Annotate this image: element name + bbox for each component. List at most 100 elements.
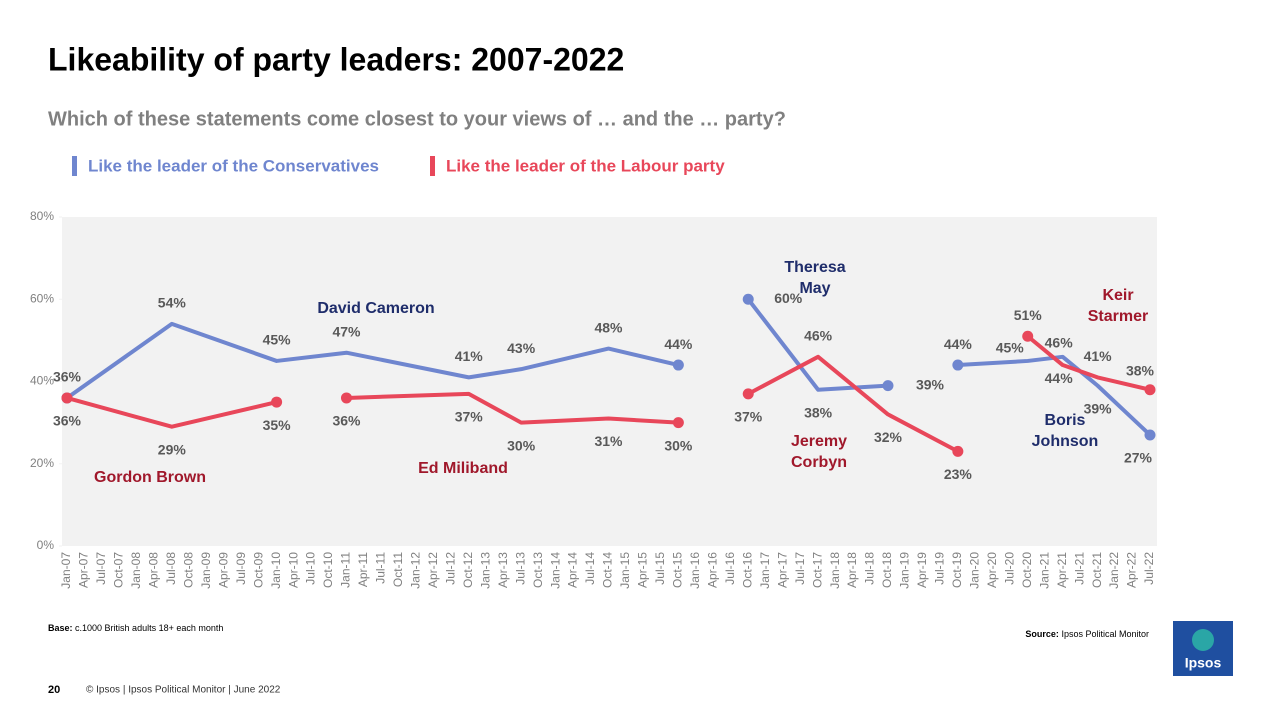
x-tick-label: Jan-22 <box>1107 552 1121 589</box>
x-tick-label: Jul-22 <box>1142 552 1156 585</box>
data-label: 48% <box>594 319 623 335</box>
source-note: Source: Ipsos Political Monitor <box>1025 629 1149 639</box>
end-marker <box>1144 384 1156 396</box>
x-tick-label: Apr-17 <box>775 552 789 588</box>
leader-label: Gordon Brown <box>94 469 206 486</box>
end-marker <box>672 417 684 429</box>
x-tick-label: Jul-10 <box>304 552 318 585</box>
x-tick-label: Jan-20 <box>967 552 981 589</box>
legend-label: Like the leader of the Labour party <box>446 156 725 175</box>
x-tick-label: Oct-19 <box>950 552 964 588</box>
leader-label-line: Boris <box>1045 412 1086 429</box>
x-tick-label: Jan-19 <box>898 552 912 589</box>
data-label: 37% <box>734 409 763 425</box>
data-label: 41% <box>455 348 484 364</box>
leader-label-line: Jeremy <box>791 433 847 450</box>
y-tick-label: 40% <box>30 374 54 388</box>
x-tick-label: Apr-13 <box>496 552 510 588</box>
end-marker <box>340 392 352 404</box>
data-label: 39% <box>916 376 945 392</box>
x-tick-label: Oct-12 <box>461 552 475 588</box>
x-tick-label: Jan-14 <box>548 552 562 589</box>
x-tick-label: Jan-21 <box>1037 552 1051 589</box>
x-tick-label: Apr-15 <box>636 552 650 588</box>
x-tick-label: Jan-16 <box>688 552 702 589</box>
leader-label: David Cameron <box>317 300 434 317</box>
data-label: 47% <box>332 323 361 339</box>
x-tick-label: Jul-15 <box>653 552 667 585</box>
data-label: 29% <box>158 441 187 457</box>
x-tick-label: Oct-13 <box>531 552 545 588</box>
x-tick-label: Jul-13 <box>513 552 527 585</box>
x-tick-label: Apr-10 <box>286 552 300 588</box>
data-label: 35% <box>263 417 292 433</box>
base-label: Base: <box>48 623 73 633</box>
x-tick-label: Oct-18 <box>880 552 894 588</box>
x-tick-label: Jan-12 <box>409 552 423 589</box>
x-tick-label: Jan-11 <box>339 552 353 588</box>
end-marker <box>952 359 964 371</box>
end-marker <box>61 392 73 404</box>
data-label: 41% <box>1084 348 1113 364</box>
end-marker <box>882 380 894 392</box>
data-label: 32% <box>874 429 903 445</box>
x-tick-label: Jul-07 <box>94 552 108 585</box>
base-text: c.1000 British adults 18+ each month <box>75 623 223 633</box>
x-tick-label: Apr-16 <box>705 552 719 588</box>
x-tick-label: Jan-07 <box>59 552 73 589</box>
x-tick-label: Jul-14 <box>583 552 597 585</box>
data-label: 31% <box>594 433 623 449</box>
logo-mark <box>1192 629 1214 651</box>
x-tick-label: Apr-19 <box>915 552 929 588</box>
x-tick-label: Jul-12 <box>443 552 457 585</box>
data-label: 60% <box>774 290 803 306</box>
data-label: 30% <box>664 437 693 453</box>
data-label: 36% <box>332 413 361 429</box>
end-marker <box>1144 429 1156 441</box>
x-tick-label: Apr-21 <box>1055 552 1069 588</box>
x-tick-label: Apr-07 <box>77 552 91 588</box>
x-tick-label: Apr-18 <box>845 552 859 588</box>
data-label: 54% <box>158 295 187 311</box>
leader-label: Keir Starmer <box>1088 287 1148 325</box>
footer-text: © Ipsos | Ipsos Political Monitor | June… <box>86 685 281 696</box>
end-marker <box>952 445 964 457</box>
x-tick-label: Oct-10 <box>321 552 335 588</box>
data-label: 27% <box>1124 450 1153 466</box>
source-label: Source: <box>1025 629 1059 639</box>
plot-area <box>62 217 1157 546</box>
legend-swatch <box>72 156 77 176</box>
data-label: 44% <box>664 336 693 352</box>
data-label: 51% <box>1014 307 1043 323</box>
series-line <box>1026 334 1151 392</box>
x-tick-label: Jul-08 <box>164 552 178 585</box>
x-tick-label: Oct-08 <box>181 552 195 588</box>
leader-label: Boris Johnson <box>1032 412 1099 450</box>
x-tick-label: Jul-19 <box>933 552 947 585</box>
leader-label-line: Starmer <box>1088 308 1148 325</box>
chart: 0%20%40%60%80%Jan-07 Apr-07 Jul-07 Oct-07 Ja… <box>30 156 1156 589</box>
data-label: 38% <box>1126 362 1155 378</box>
leader-label-line: May <box>799 280 830 297</box>
legend-label: Like the leader of the Conservatives <box>88 156 379 175</box>
x-tick-label: Oct-11 <box>391 552 405 587</box>
base-note: Base: c.1000 British adults 18+ each mon… <box>48 623 223 633</box>
leader-label: Jeremy Corbyn <box>791 433 847 471</box>
series-line <box>346 391 679 425</box>
data-label: 36% <box>53 369 82 385</box>
x-tick-label: Jul-16 <box>723 552 737 585</box>
series-line <box>66 396 278 429</box>
page-number: 20 <box>48 684 60 696</box>
data-label: 37% <box>455 409 484 425</box>
x-tick-label: Apr-08 <box>147 552 161 588</box>
data-label: 43% <box>507 340 536 356</box>
x-tick-label: Oct-20 <box>1020 552 1034 588</box>
x-tick-label: Jan-10 <box>269 552 283 589</box>
data-label: 44% <box>1045 370 1074 386</box>
data-label: 45% <box>263 332 292 348</box>
x-tick-label: Oct-16 <box>740 552 754 588</box>
logo-text: Ipsos <box>1185 655 1222 671</box>
x-tick-label: Jan-09 <box>199 552 213 589</box>
data-label: 38% <box>804 404 833 420</box>
